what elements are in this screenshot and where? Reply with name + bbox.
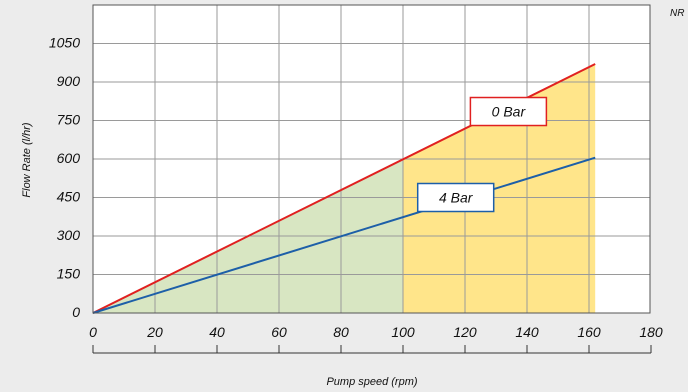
- x-tick-label: 80: [333, 324, 349, 340]
- series-callouts: 0 Bar 4 Bar: [416, 96, 548, 213]
- y-tick-label: 300: [57, 227, 81, 243]
- x-tick-label: 140: [515, 324, 539, 340]
- y-tick-label: 750: [57, 112, 81, 128]
- x-tick-label: 0: [89, 324, 97, 340]
- plot-frame: [92, 4, 651, 314]
- callout-box-2: [416, 182, 495, 213]
- y-tick-label: 600: [57, 150, 81, 166]
- x-axis-line: [92, 345, 652, 354]
- x-axis-title: Pump speed (rpm): [326, 376, 417, 388]
- y-tick-label: 150: [57, 266, 81, 282]
- x-tick-label: 160: [577, 324, 601, 340]
- x-tick-label: 100: [391, 324, 415, 340]
- region-2: [403, 64, 596, 314]
- x-tick-label: 20: [146, 324, 163, 340]
- x-tick-label: 180: [639, 324, 663, 340]
- y-tick-label: 900: [57, 73, 81, 89]
- plot-border: [92, 4, 651, 314]
- corner-label: NR: [670, 8, 684, 19]
- y-tick-label: 450: [57, 189, 81, 205]
- callout-label-2: 4 Bar: [439, 190, 474, 206]
- grid-lines: [93, 4, 650, 313]
- x-axis-ticks: 0 20 40 60 80 100 120 140 160 180: [89, 324, 663, 340]
- callout-box-1: [469, 96, 548, 127]
- x-tick-label: 120: [453, 324, 477, 340]
- callout-label-1: 0 Bar: [492, 104, 527, 120]
- y-axis-title: Flow Rate (l/hr): [21, 122, 33, 198]
- x-tick-label: 40: [209, 324, 225, 340]
- y-tick-label: 0: [72, 304, 80, 320]
- y-tick-label: 1050: [49, 35, 80, 51]
- x-tick-label: 60: [271, 324, 287, 340]
- y-axis-ticks: 0 150 300 450 600 750 900 1050: [49, 35, 80, 321]
- series-line-2: [92, 156, 596, 314]
